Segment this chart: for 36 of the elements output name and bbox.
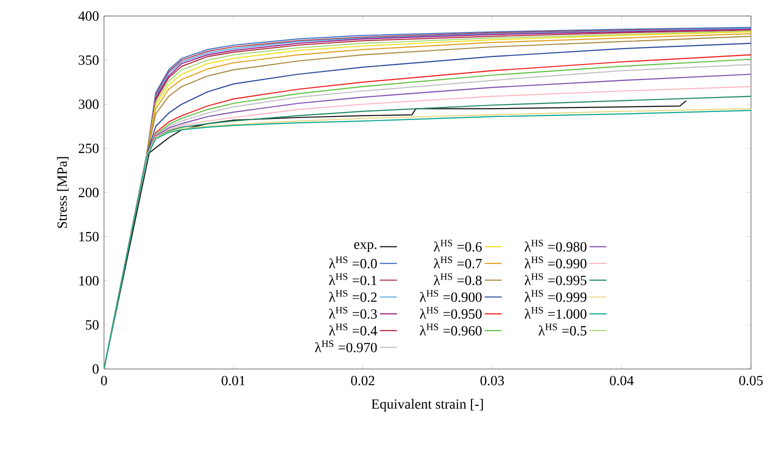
y-tick-label: 300: [78, 100, 99, 109]
x-tick-label: 0.01: [222, 376, 245, 386]
legend-label: λ$^{HS}$ =0.8: [434, 273, 482, 286]
legend-label: λ$^{HS}$ =0.3: [329, 306, 377, 319]
y-tick-label: 350: [78, 55, 99, 65]
x-tick-label: 0.04: [610, 376, 634, 386]
legend-label: λ$^{HS}$ =0.7: [434, 256, 482, 268]
legend-label: λ$^{HS}$ =0.980: [524, 240, 586, 252]
legend-label: λ$^{HS}$ =0.2: [329, 290, 377, 302]
y-tick-label: 0: [92, 364, 99, 374]
legend-label: exp.: [354, 242, 376, 252]
x-tick-label: 0: [101, 376, 107, 386]
x-axis-title: Equivalent strain [-]: [372, 398, 483, 412]
legend-label: λ$^{HS}$ =0.995: [524, 273, 586, 286]
legend-label: λ$^{HS}$ =0.6: [434, 240, 482, 252]
legend-label: λ$^{HS}$ =0.5: [538, 324, 586, 336]
legend-label: λ$^{HS}$ =0.999: [524, 290, 586, 302]
legend-label: λ$^{HS}$ =0.0: [329, 256, 377, 268]
legend-label: λ$^{HS}$ =0.990: [524, 256, 586, 268]
y-tick-label: 400: [78, 11, 99, 21]
x-tick-label: 0.03: [480, 376, 504, 386]
y-tick-label: 200: [78, 188, 99, 198]
legend-label: λ$^{HS}$ =0.950: [420, 306, 482, 319]
legend-label: λ$^{HS}$ =1.000: [524, 306, 586, 319]
y-tick-label: 150: [79, 232, 99, 242]
x-tick-label: 0.05: [739, 376, 763, 386]
y-axis-title: Stress [MPa]: [57, 157, 69, 228]
y-tick-label: 250: [78, 144, 99, 154]
y-tick-label: 100: [79, 276, 99, 286]
legend-label: λ$^{HS}$ =0.900: [420, 290, 482, 302]
legend-label: λ$^{HS}$ =0.4: [329, 324, 378, 336]
legend-label: λ$^{HS}$ =0.1: [329, 273, 377, 286]
legend-label: λ$^{HS}$ =0.960: [420, 324, 482, 336]
y-tick-label: 50: [86, 320, 99, 330]
legend-label: λ$^{HS}$ =0.970: [315, 340, 377, 352]
x-tick-label: 0.02: [351, 376, 374, 386]
